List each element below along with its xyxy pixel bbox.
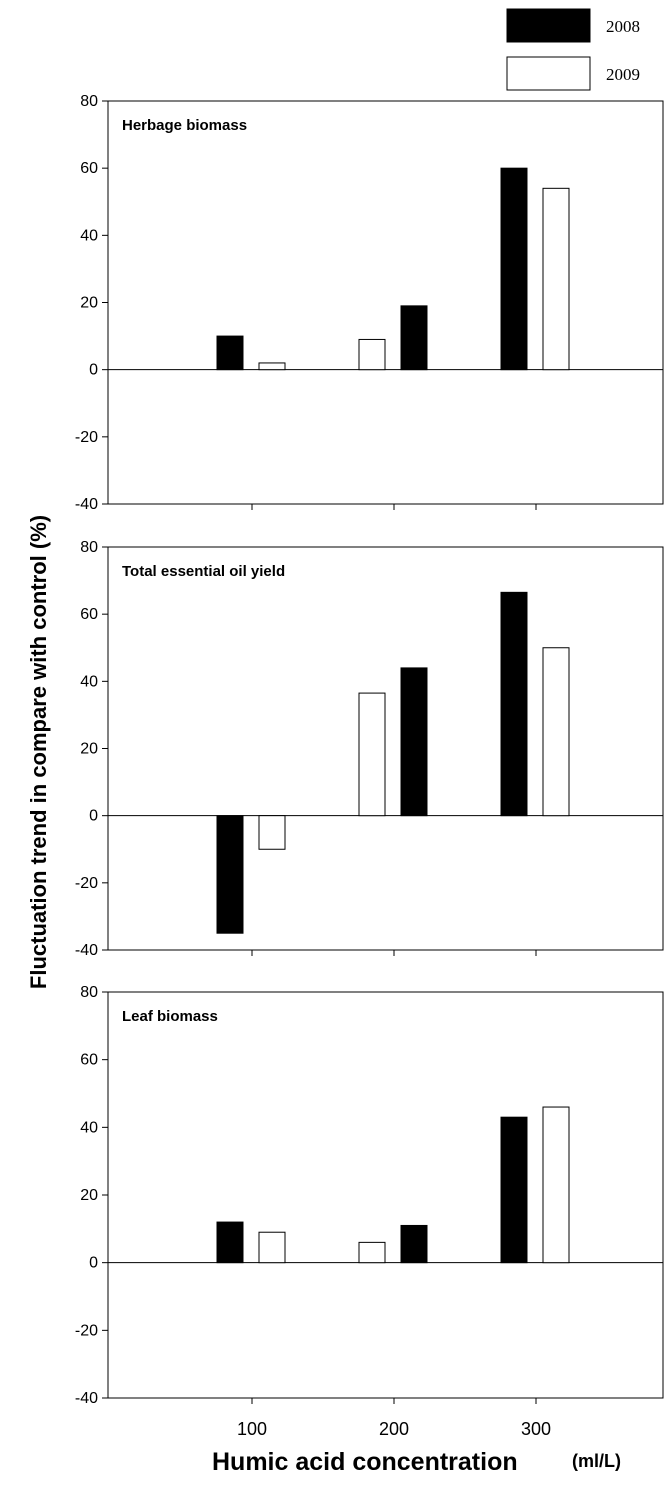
y-tick-label: 20 <box>80 741 98 758</box>
bar-2009-200 <box>358 338 386 371</box>
panel-1: -40 -20 0 20 40 60 80 Herbage biomass <box>75 93 664 513</box>
x-tick-label: 100 <box>237 1419 267 1439</box>
y-tick-label: 80 <box>80 539 98 556</box>
plot-frame <box>107 100 664 505</box>
x-tick-label: 200 <box>379 1419 409 1439</box>
y-tick-label: 20 <box>80 295 98 312</box>
panel-3: -40 -20 0 20 40 60 80 Leaf biomass <box>75 984 664 1407</box>
y-tick-label: -20 <box>75 1322 98 1339</box>
y-tick-label: 0 <box>89 808 98 825</box>
legend-swatch-2009 <box>506 56 591 91</box>
y-tick-label: 0 <box>89 362 98 379</box>
y-axis-label: Fluctuation trend in compare with contro… <box>26 515 51 989</box>
y-tick-label: 60 <box>80 160 98 177</box>
x-axis-unit: (ml/L) <box>572 1451 621 1471</box>
legend-label-2009: 2009 <box>606 65 640 84</box>
legend-swatch-2008 <box>506 8 591 43</box>
bar-2009-300 <box>542 647 570 817</box>
y-tick-label: -40 <box>75 1390 98 1407</box>
bar-2009-100 <box>258 362 286 371</box>
bar-2008-300 <box>500 1116 528 1264</box>
plot-frame <box>107 991 664 1399</box>
y-tick-label: -40 <box>75 942 98 959</box>
y-tick-label: 0 <box>89 1255 98 1272</box>
bar-2009-300 <box>542 1106 570 1264</box>
bar-2008-300 <box>500 167 528 371</box>
y-tick-label: 80 <box>80 93 98 110</box>
bar-2008-200 <box>400 667 428 817</box>
y-tick-label: 20 <box>80 1187 98 1204</box>
x-tick-label: 300 <box>521 1419 551 1439</box>
bar-2009-200 <box>358 692 386 817</box>
y-tick-label: 60 <box>80 606 98 623</box>
bar-2009-100 <box>258 815 286 850</box>
bar-2009-100 <box>258 1231 286 1264</box>
y-tick-label: -20 <box>75 875 98 892</box>
y-tick-label: 40 <box>80 673 98 690</box>
bar-2008-300 <box>500 591 528 817</box>
panel-2: -40 -20 0 20 40 60 80 Total essential oil yield <box>75 539 664 959</box>
y-tick-label: -40 <box>75 496 98 513</box>
panel-title: Total essential oil yield <box>122 563 285 580</box>
bar-2008-200 <box>400 1224 428 1264</box>
legend: 2008 2009 <box>496 0 665 100</box>
panel-title: Leaf biomass <box>122 1008 218 1025</box>
x-axis-label: Humic acid concentration <box>212 1448 518 1476</box>
bar-2009-300 <box>542 187 570 371</box>
panel-title: Herbage biomass <box>122 117 247 134</box>
bar-2008-100 <box>216 335 244 371</box>
bar-2008-100 <box>216 815 244 934</box>
y-tick-label: 40 <box>80 1119 98 1136</box>
y-tick-label: 40 <box>80 227 98 244</box>
y-tick-label: 60 <box>80 1052 98 1069</box>
legend-label-2008: 2008 <box>606 17 640 36</box>
bar-2008-200 <box>400 305 428 371</box>
y-tick-label: 80 <box>80 984 98 1001</box>
bar-2008-100 <box>216 1221 244 1264</box>
bar-2009-200 <box>358 1241 386 1264</box>
y-tick-label: -20 <box>75 429 98 446</box>
